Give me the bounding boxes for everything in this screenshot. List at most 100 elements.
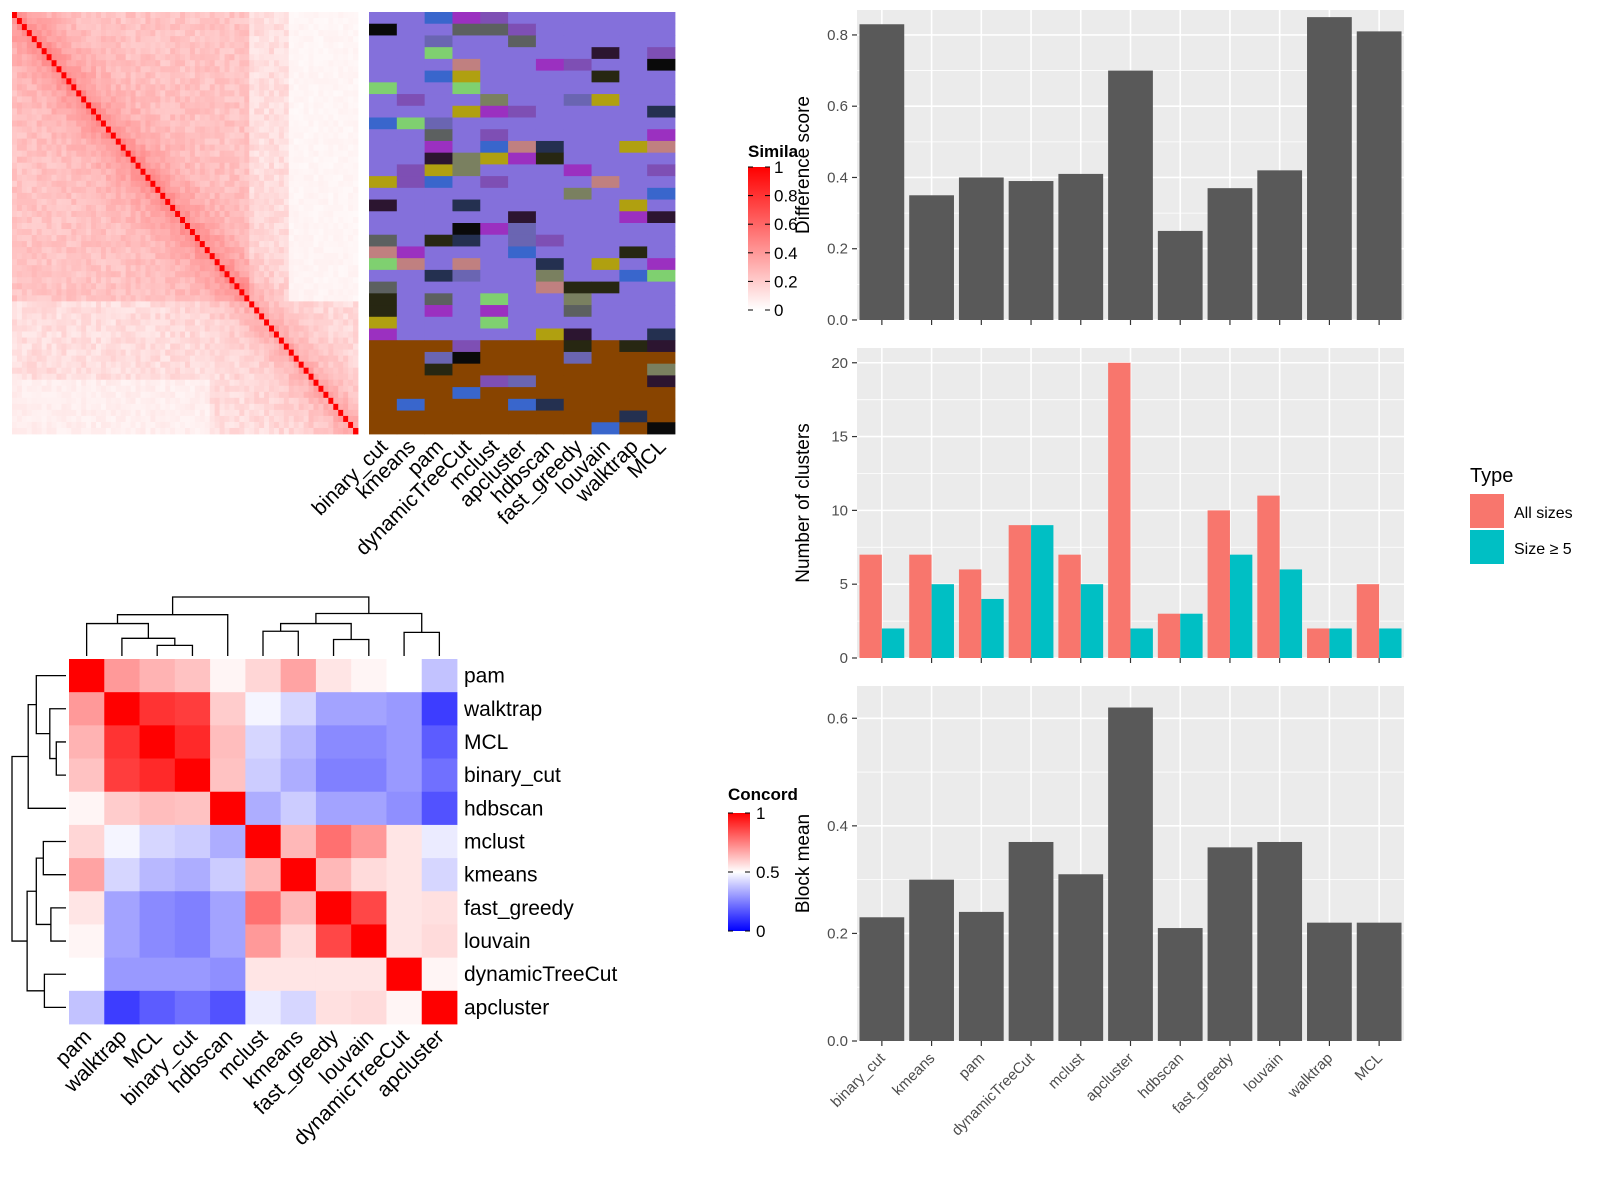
similarity-cell	[180, 156, 186, 164]
similarity-cell	[12, 235, 18, 242]
similarity-cell	[26, 24, 33, 31]
similarity-cell	[318, 397, 324, 405]
similarity-cell	[170, 114, 176, 121]
cluster-cell	[480, 35, 509, 48]
similarity-cell	[194, 283, 201, 290]
similarity-cell	[61, 403, 67, 411]
similarity-cell	[76, 385, 82, 393]
similarity-cell	[189, 313, 196, 320]
cluster-cell	[619, 94, 648, 107]
similarity-cell	[76, 60, 82, 67]
similarity-cell	[26, 337, 33, 344]
similarity-cell	[140, 265, 146, 272]
similarity-cell	[81, 427, 87, 435]
similarity-cell	[298, 30, 305, 37]
similarity-cell	[21, 271, 28, 278]
similarity-cell	[283, 18, 290, 25]
similarity-cell	[283, 277, 290, 284]
similarity-cell	[155, 415, 161, 423]
similarity-cell	[239, 379, 245, 387]
similarity-cell	[46, 198, 52, 206]
similarity-cell	[61, 355, 67, 363]
similarity-cell	[21, 108, 28, 115]
similarity-cell	[259, 235, 265, 242]
similarity-cell	[249, 42, 255, 49]
similarity-cell	[36, 427, 43, 435]
similarity-cell	[170, 379, 176, 387]
similarity-cell	[224, 397, 230, 405]
cluster-cell	[619, 23, 648, 36]
similarity-cell	[338, 379, 344, 387]
similarity-cell	[105, 132, 112, 139]
similarity-cell	[199, 301, 206, 308]
similarity-cell	[170, 343, 176, 350]
similarity-cell	[130, 223, 136, 230]
similarity-cell	[12, 331, 18, 338]
similarity-cell	[214, 319, 220, 326]
similarity-cell	[61, 216, 67, 224]
similarity-cell	[303, 415, 309, 423]
similarity-cell	[229, 373, 235, 381]
similarity-cell	[56, 132, 62, 139]
similarity-cell	[278, 391, 285, 399]
similarity-cell	[313, 30, 319, 37]
similarity-cell	[115, 367, 122, 375]
similarity-cell	[214, 409, 220, 417]
similarity-cell	[338, 313, 344, 320]
similarity-cell	[76, 283, 82, 290]
similarity-cell	[120, 36, 127, 43]
similarity-cell	[278, 204, 285, 212]
similarity-cell	[293, 319, 300, 326]
similarity-cell	[278, 24, 285, 31]
similarity-cell	[288, 331, 295, 338]
similarity-cell	[12, 397, 18, 405]
similarity-cell	[343, 325, 349, 332]
similarity-cell	[36, 78, 43, 85]
similarity-cell	[323, 72, 329, 79]
similarity-cell	[36, 367, 43, 375]
similarity-cell	[56, 421, 62, 429]
similarity-cell	[185, 102, 191, 109]
similarity-cell	[249, 313, 255, 320]
similarity-cell	[244, 343, 250, 350]
similarity-cell	[12, 30, 18, 37]
similarity-cell	[81, 174, 87, 182]
similarity-cell	[308, 403, 314, 411]
similarity-cell	[16, 367, 23, 375]
similarity-cell	[318, 126, 324, 133]
similarity-cell	[338, 180, 344, 188]
similarity-cell	[12, 204, 18, 212]
similarity-cell	[239, 204, 245, 212]
similarity-cell	[333, 144, 339, 152]
similarity-cell	[120, 12, 127, 19]
similarity-cell	[71, 277, 77, 284]
similarity-cell	[46, 18, 52, 25]
similarity-cell	[353, 102, 359, 109]
similarity-cell	[12, 90, 18, 97]
similarity-cell	[66, 229, 72, 236]
similarity-cell	[239, 108, 245, 115]
similarity-cell	[105, 84, 112, 91]
similarity-cell	[323, 247, 329, 254]
similarity-cell	[61, 156, 67, 164]
similarity-cell	[41, 114, 47, 121]
similarity-cell	[318, 289, 324, 296]
similarity-cell	[81, 385, 87, 393]
similarity-cell	[214, 186, 220, 194]
similarity-cell	[71, 90, 77, 97]
similarity-cell	[264, 168, 270, 176]
cluster-cell	[647, 23, 676, 36]
similarity-cell	[26, 361, 33, 369]
similarity-cell	[81, 319, 87, 326]
similarity-cell	[204, 120, 211, 127]
similarity-cell	[323, 84, 329, 91]
similarity-cell	[76, 156, 82, 164]
similarity-cell	[348, 313, 354, 320]
similarity-cell	[333, 156, 339, 164]
similarity-cell	[185, 247, 191, 254]
similarity-cell	[269, 66, 275, 73]
similarity-cell	[155, 48, 161, 55]
similarity-cell	[189, 397, 196, 405]
similarity-cell	[16, 168, 23, 176]
similarity-cell	[348, 168, 354, 176]
